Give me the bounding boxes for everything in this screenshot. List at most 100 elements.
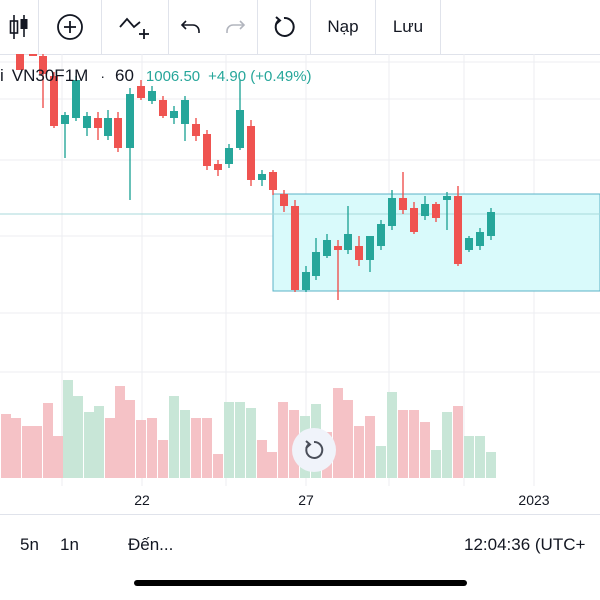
candle-body [366, 236, 374, 260]
volume-bar [1, 414, 11, 478]
volume-bar [73, 396, 83, 478]
volume-bar [442, 412, 452, 478]
candle-body [399, 198, 407, 210]
volume-bar [63, 380, 73, 478]
candle-body [126, 94, 134, 148]
add-indicator-icon[interactable] [39, 0, 101, 54]
volume-bar [257, 440, 267, 478]
save-layout-label: Lưu [392, 17, 424, 36]
candle-body [114, 118, 122, 148]
legend-prefix: i [0, 66, 4, 85]
candle-body [443, 196, 451, 200]
candle-body [258, 174, 266, 180]
clock-timezone[interactable]: 12:04:36 (UTC+ [464, 535, 586, 554]
volume-bar [84, 412, 94, 478]
x-tick-label: 2023 [518, 492, 550, 508]
candle-body [159, 100, 167, 116]
reset-icon [305, 440, 324, 459]
volume-bar [278, 402, 288, 478]
candle-body [137, 86, 145, 98]
legend-separator: · [100, 68, 105, 84]
top-toolbar: Nạp Lưu [0, 0, 600, 55]
candle-body [94, 118, 102, 128]
volume-bar [453, 406, 463, 478]
candle-body [465, 238, 473, 250]
volume-bar [53, 436, 63, 478]
candle-body [29, 34, 37, 56]
range-1n-button[interactable]: 1n [60, 535, 79, 554]
volume-bar [169, 396, 179, 478]
candle-body [334, 246, 342, 250]
redo-icon[interactable] [213, 0, 257, 54]
candle-body [148, 91, 156, 101]
range-5n-button[interactable]: 5n [20, 535, 39, 554]
legend-interval: 60 [114, 66, 134, 85]
candle-body [476, 232, 484, 246]
load-layout-label: Nạp [327, 17, 359, 36]
candle-body [225, 148, 233, 164]
save-layout-button[interactable]: Lưu [376, 0, 440, 54]
volume-bar [387, 392, 397, 478]
price-chart[interactable] [0, 30, 600, 486]
volume-bar [191, 418, 201, 478]
candle-body [50, 76, 58, 126]
volume-bar [43, 403, 53, 478]
candle-body [247, 126, 255, 180]
candle-body [323, 240, 331, 256]
candle-body [61, 115, 69, 124]
candle-body [487, 212, 495, 236]
candle-body [454, 196, 462, 264]
volume-bar [475, 436, 485, 478]
candle-body [83, 116, 91, 128]
candle-body [312, 252, 320, 276]
symbol-legend[interactable]: i VN30F1M · 60 1006.50 +4.90 (+0.49%) [0, 66, 312, 86]
legend-change: +4.90 (+0.49%) [208, 68, 312, 85]
candle-body [203, 134, 211, 166]
volume-bar [333, 388, 343, 478]
volume-bar [11, 418, 21, 478]
goto-date-button[interactable]: Đến... [128, 535, 174, 554]
volume-bar [202, 418, 212, 478]
reload-icon[interactable] [258, 0, 310, 54]
volume-bar [224, 402, 234, 478]
volume-bar [125, 400, 135, 478]
volume-bar [22, 426, 32, 478]
drawing-tool-icon[interactable] [102, 0, 168, 54]
volume-bar [420, 422, 430, 478]
candle-body [355, 246, 363, 260]
candle-body [280, 194, 288, 206]
chart-pane[interactable] [0, 30, 600, 486]
load-layout-button[interactable]: Nạp [311, 0, 375, 54]
candle-body [72, 80, 80, 118]
candlestick-icon[interactable] [0, 0, 38, 54]
candle-body [388, 198, 396, 226]
candle-body [410, 208, 418, 232]
candle-body [432, 204, 440, 218]
volume-bar [115, 386, 125, 478]
candle-body [269, 172, 277, 190]
candle-body [302, 272, 310, 290]
candle-body [377, 224, 385, 246]
volume-bar [136, 420, 146, 478]
candle-body [39, 56, 47, 74]
candle-body [421, 204, 429, 216]
x-tick-label: 22 [134, 492, 150, 508]
x-tick-label: 27 [298, 492, 314, 508]
volume-bar [376, 446, 386, 478]
time-axis[interactable]: 22 27 2023 [0, 486, 600, 514]
legend-symbol: VN30F1M [11, 66, 89, 85]
volume-bar [398, 410, 408, 478]
volume-bar [213, 454, 223, 478]
volume-bar [431, 450, 441, 478]
reset-chart-button[interactable] [292, 428, 336, 472]
volume-bar [486, 452, 496, 478]
candle-body [344, 234, 352, 250]
candle-body [104, 118, 112, 136]
volume-bar [180, 410, 190, 478]
volume-bar [354, 426, 364, 478]
volume-bar [464, 436, 474, 478]
candle-body [214, 164, 222, 170]
undo-icon[interactable] [169, 0, 213, 54]
bottom-toolbar: 5n 1n Đến... 12:04:36 (UTC+ [0, 514, 600, 573]
home-indicator [134, 580, 467, 586]
